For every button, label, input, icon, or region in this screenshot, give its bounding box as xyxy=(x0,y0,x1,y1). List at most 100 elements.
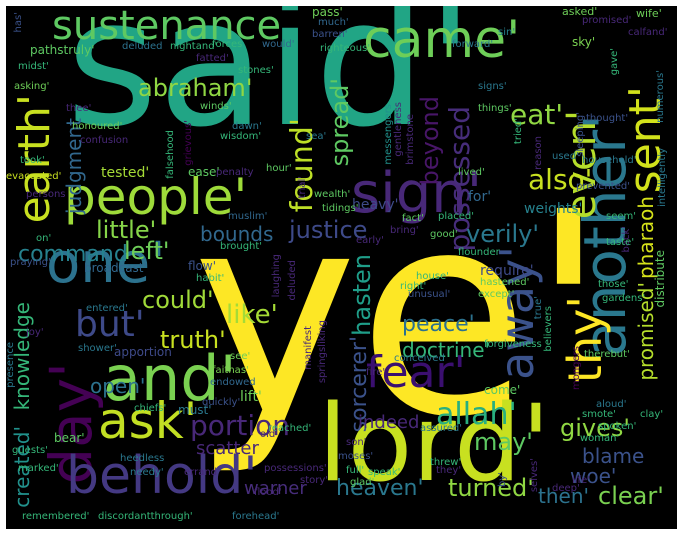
word-tried: tried' xyxy=(513,118,524,145)
word-moses: moses' xyxy=(338,451,374,462)
word-threw: threw' xyxy=(430,457,462,468)
word-could: could' xyxy=(142,286,214,314)
word-took: took' xyxy=(20,155,45,166)
word-turned: turned' xyxy=(448,474,534,502)
word-pass: pass' xyxy=(312,6,343,19)
word-righteous: righteous' xyxy=(320,43,371,54)
word-little: little' xyxy=(96,216,157,244)
word-ask: ask' xyxy=(98,392,198,450)
word-household: household' xyxy=(582,155,637,166)
word-falsehood: falsehood xyxy=(165,130,176,179)
word-aloud: aloud' xyxy=(596,399,627,410)
word-asking: asking' xyxy=(14,81,50,92)
word-heedless: heedless xyxy=(120,453,165,464)
word-winds: winds' xyxy=(200,101,232,112)
word-muslim: muslim' xyxy=(228,211,268,222)
word-justice: justice xyxy=(289,216,368,244)
word-ease: ease' xyxy=(188,165,220,179)
word-behold: behold' xyxy=(66,446,258,506)
word-good: good' xyxy=(430,229,458,240)
word-open: open' xyxy=(90,374,146,398)
word-stones: stones' xyxy=(238,65,274,76)
word-bring: bring' xyxy=(390,225,419,236)
word-judgment: judgment xyxy=(62,118,86,214)
word-deluded-mid: deluded xyxy=(287,260,298,301)
word-therebut: therebut' xyxy=(584,349,630,360)
word-wisdom: wisdom' xyxy=(220,131,262,142)
word-said: said' xyxy=(66,6,475,166)
word-flow: flow' xyxy=(188,259,217,273)
word-heavy: heavy' xyxy=(352,197,399,213)
word-sign: sign' xyxy=(351,161,483,226)
word-used: used' xyxy=(552,151,579,162)
word-on: on' xyxy=(36,233,52,244)
word-dawn: dawn' xyxy=(232,121,262,132)
word-laughing: laughing xyxy=(271,254,282,298)
word-confusion: confusion xyxy=(80,135,129,146)
word-springsliking: springsliking xyxy=(317,320,328,384)
word-glad: glad' xyxy=(350,477,375,488)
word-honoured: honoured' xyxy=(72,121,123,132)
word-guests: guests' xyxy=(12,445,48,456)
word-manifest: manifest xyxy=(303,326,314,370)
word-reached: reached' xyxy=(268,423,312,434)
word-beyond: beyond xyxy=(416,96,444,186)
word-would: would' xyxy=(262,39,295,50)
word-faithas: faithas' xyxy=(212,365,249,376)
word-command: command xyxy=(18,242,128,267)
word-wife: wife' xyxy=(636,7,662,20)
word-people: people' xyxy=(64,168,248,226)
word-eat: eat' xyxy=(510,98,564,131)
word-smote: smote' xyxy=(582,409,616,420)
word-sky: sky' xyxy=(572,35,596,49)
word-tidings: tidings' xyxy=(322,203,359,214)
word-spoken: spoken' xyxy=(598,421,637,432)
word-then: then' xyxy=(538,484,589,508)
word-full: full' xyxy=(346,465,365,476)
word-gave: gave' xyxy=(609,48,620,76)
word-woman: woman' xyxy=(580,433,620,444)
word-blame: blame xyxy=(582,444,645,468)
word-fire: fire' xyxy=(366,367,386,378)
word-thought: thought' xyxy=(586,113,629,124)
word-barren: barren' xyxy=(312,29,348,40)
word-truth: truth' xyxy=(160,326,226,354)
word-distribute: distribute xyxy=(653,250,667,308)
word-things: things' xyxy=(478,103,512,114)
word-brought: brought' xyxy=(220,241,263,252)
word-spread: spread' xyxy=(326,78,354,167)
word-peace: peace' xyxy=(402,312,475,337)
word-gardens: gardens' xyxy=(602,293,646,304)
word-joy: joy' xyxy=(26,327,44,338)
word-has: has' xyxy=(13,12,24,33)
word-discordantthrough: discordantthrough' xyxy=(98,511,193,522)
word-for: for' xyxy=(468,189,492,205)
word-seem: seem' xyxy=(606,211,637,222)
word-woe: woe' xyxy=(570,464,617,488)
word-hastened: hastened' xyxy=(480,277,530,288)
word-except: except' xyxy=(478,289,515,300)
word-needy: needy' xyxy=(130,467,164,478)
word-nightand: nightand' xyxy=(170,41,218,52)
word-calfand: calfand' xyxy=(628,27,668,38)
word-trial: trial' xyxy=(297,176,308,199)
word-quickly: quickly' xyxy=(202,397,241,408)
word-apportion: apportion xyxy=(114,345,172,359)
word-brimstone: brimstone xyxy=(405,114,416,165)
word-they: they' xyxy=(436,465,462,476)
word-praying: praying' xyxy=(10,257,51,268)
word-placed: placed' xyxy=(438,211,475,222)
word-fear: fear' xyxy=(366,347,466,398)
word-story: story' xyxy=(300,475,329,486)
word-by: by' xyxy=(497,472,508,488)
word-numerous: numerous' xyxy=(655,70,666,123)
word-forward: forward' xyxy=(452,39,494,50)
word-forehead: forehead' xyxy=(232,511,280,522)
word-believers: believers xyxy=(543,306,554,352)
word-deluded-top: deluded xyxy=(122,41,163,52)
word-flounder: flounder xyxy=(458,247,500,258)
word-hasten: hasten xyxy=(348,254,376,336)
word-sin: sin' xyxy=(498,27,516,38)
word-flood: flood' xyxy=(254,487,282,498)
word-right: right' xyxy=(400,281,427,292)
